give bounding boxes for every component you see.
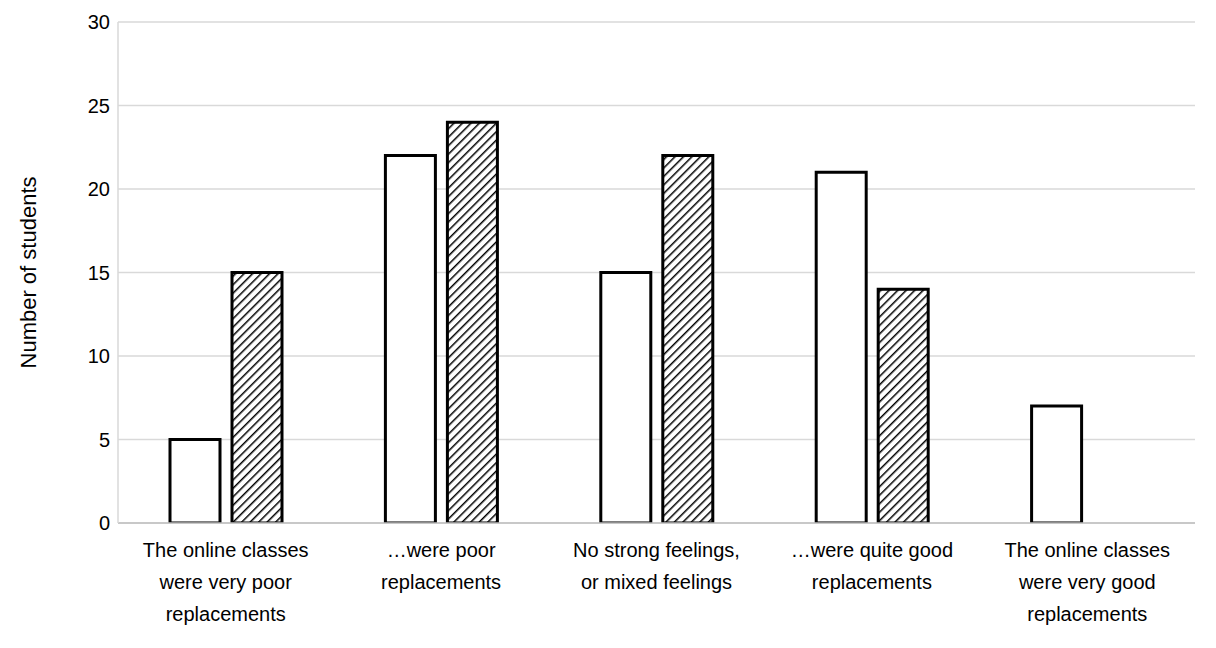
svg-text:No strong feelings,or mixed fe: No strong feelings,or mixed feelings <box>573 539 740 593</box>
svg-text:30: 30 <box>88 11 110 33</box>
svg-text:20: 20 <box>88 178 110 200</box>
svg-text:The online classeswere very po: The online classeswere very poorreplacem… <box>143 539 309 625</box>
svg-text:10: 10 <box>88 345 110 367</box>
svg-text:15: 15 <box>88 262 110 284</box>
svg-text:0: 0 <box>99 512 110 534</box>
svg-text:Number of students: Number of students <box>16 177 41 369</box>
svg-text:…were poorreplacements: …were poorreplacements <box>381 539 501 593</box>
svg-text:5: 5 <box>99 429 110 451</box>
svg-text:The online classeswere very go: The online classeswere very goodreplacem… <box>1004 539 1170 625</box>
svg-text:…were quite goodreplacements: …were quite goodreplacements <box>791 539 953 593</box>
svg-text:25: 25 <box>88 95 110 117</box>
